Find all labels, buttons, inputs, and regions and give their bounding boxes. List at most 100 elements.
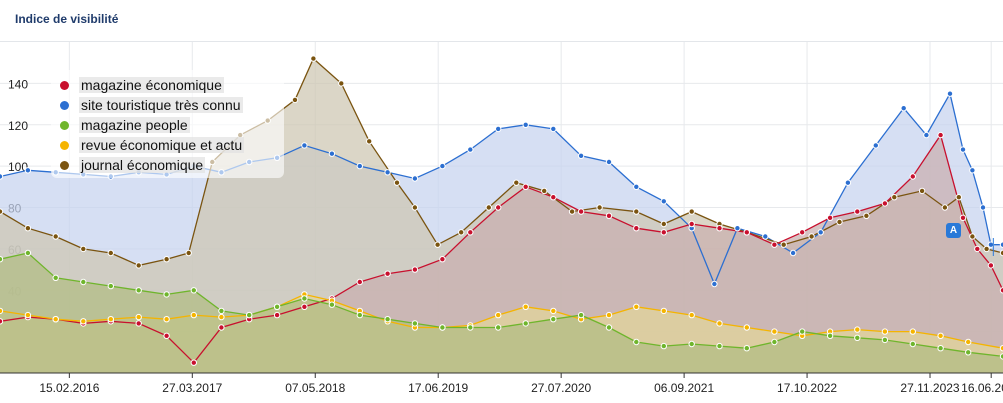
data-point — [107, 249, 115, 257]
y-tick-label: 140 — [8, 77, 28, 91]
data-point — [596, 204, 603, 211]
data-point — [411, 175, 419, 182]
data-point — [495, 204, 502, 211]
data-point — [909, 328, 916, 335]
data-point — [955, 194, 962, 201]
data-point — [633, 208, 640, 215]
event-marker-badge[interactable]: A — [946, 223, 961, 238]
data-point — [983, 245, 990, 253]
data-point — [987, 241, 995, 248]
data-point — [273, 311, 281, 319]
data-point — [384, 270, 391, 277]
data-point — [190, 359, 198, 366]
data-point — [605, 324, 613, 331]
data-point — [163, 332, 170, 339]
data-point — [485, 204, 492, 211]
chart-legend: magazine économique site touristique trè… — [51, 70, 284, 178]
data-point — [0, 256, 4, 263]
data-point — [246, 311, 253, 319]
data-point — [771, 338, 778, 346]
legend-item[interactable]: revue économique et actu — [60, 135, 245, 155]
data-point — [163, 256, 170, 263]
legend-item[interactable]: journal économique — [60, 155, 206, 175]
data-point — [716, 342, 723, 350]
data-point — [826, 332, 834, 339]
data-point — [218, 324, 225, 331]
data-point — [550, 194, 557, 201]
data-point — [0, 173, 4, 180]
data-point — [743, 229, 750, 236]
data-point — [522, 320, 529, 327]
data-point — [881, 200, 889, 207]
data-point — [163, 291, 170, 298]
data-point — [301, 303, 308, 310]
data-point — [711, 280, 718, 288]
data-point — [439, 324, 446, 331]
page-title: Indice de visibilité — [15, 12, 119, 26]
y-tick-label: 100 — [8, 160, 28, 174]
legend-label: site touristique très connu — [79, 97, 243, 113]
data-point — [605, 158, 613, 166]
data-point — [411, 204, 419, 211]
data-point — [660, 342, 667, 350]
data-point — [799, 328, 806, 335]
legend-label: magazine people — [79, 117, 190, 133]
data-point — [185, 249, 192, 257]
data-point — [495, 125, 502, 133]
data-point — [513, 179, 520, 186]
data-point — [771, 328, 778, 335]
x-tick-label: 15.02.2016 — [39, 381, 99, 395]
x-tick-label: 16.06.2024 — [961, 381, 1003, 395]
data-point — [356, 311, 363, 319]
data-point — [716, 225, 723, 232]
data-point — [946, 90, 954, 97]
data-point — [356, 162, 363, 170]
data-point — [789, 249, 797, 257]
data-point — [366, 138, 373, 145]
data-point — [384, 316, 391, 323]
data-point — [965, 338, 972, 346]
data-point — [826, 214, 834, 222]
data-point — [881, 336, 889, 344]
data-point — [780, 241, 787, 248]
data-point — [495, 311, 502, 319]
x-tick-label: 07.05.2018 — [285, 381, 345, 395]
data-point — [393, 179, 401, 186]
data-point — [872, 142, 879, 149]
data-point — [80, 318, 87, 325]
legend-item[interactable]: site touristique très connu — [60, 95, 243, 115]
data-point — [107, 316, 115, 323]
data-point — [107, 282, 115, 290]
data-point — [969, 167, 976, 174]
data-point — [291, 96, 299, 104]
data-point — [716, 320, 723, 327]
data-point — [854, 334, 861, 341]
data-point — [844, 179, 852, 186]
data-point — [854, 208, 861, 215]
data-point — [969, 233, 976, 240]
data-point — [0, 318, 4, 325]
legend-dot-icon — [60, 160, 69, 170]
data-point — [808, 233, 815, 240]
data-point — [577, 208, 585, 215]
legend-dot-icon — [60, 100, 69, 110]
legend-item[interactable]: magazine économique — [60, 75, 224, 95]
data-point — [577, 152, 585, 160]
data-point — [163, 316, 170, 323]
data-point — [301, 142, 308, 149]
data-point — [743, 345, 750, 352]
data-point — [937, 345, 944, 352]
data-point — [24, 167, 32, 174]
data-point — [218, 313, 225, 321]
data-point — [522, 183, 529, 191]
legend-item[interactable]: magazine people — [60, 115, 190, 135]
data-point — [522, 121, 529, 129]
data-point — [688, 208, 695, 215]
legend-dot-icon — [60, 120, 69, 130]
data-point — [458, 229, 465, 236]
data-point — [439, 162, 446, 170]
data-point — [660, 229, 667, 236]
chart-header: Indice de visibilité — [0, 0, 1003, 42]
legend-label: journal économique — [79, 157, 206, 173]
data-point — [190, 287, 198, 294]
